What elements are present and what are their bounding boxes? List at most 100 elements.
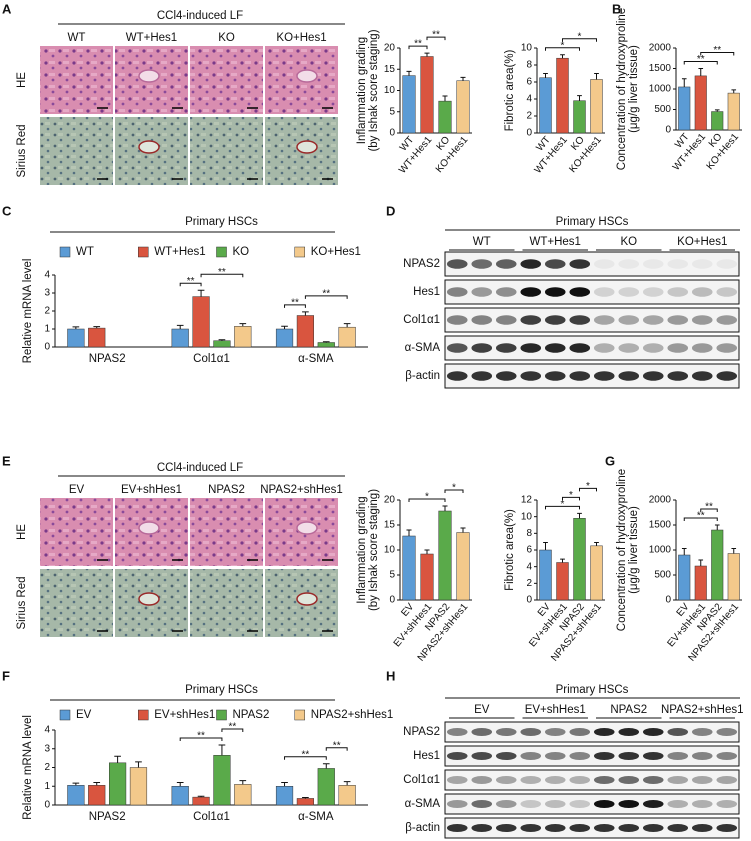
legend-label: EV+shHes1 <box>154 709 215 721</box>
band <box>495 259 517 269</box>
y-tick-label: 0 <box>44 342 50 353</box>
y-axis-label: Relative mRNA level <box>22 715 34 820</box>
band <box>471 315 493 325</box>
vessel <box>138 592 160 606</box>
row-label: β-actin <box>405 370 440 382</box>
band <box>471 728 493 736</box>
row-label: α-SMA <box>405 798 441 810</box>
y-axis-label: Concentration of hydroxyproline <box>616 8 628 170</box>
y-tick-label: 2 <box>44 762 50 773</box>
bar <box>192 296 210 348</box>
micrograph <box>190 498 263 566</box>
row-label: NPAS2 <box>403 726 440 738</box>
error-bar <box>681 78 687 87</box>
error-bar <box>176 782 184 787</box>
bar <box>109 762 127 806</box>
error-bar <box>218 339 226 341</box>
group-label: KO+Hes1 <box>677 236 727 248</box>
legend-label: NPAS2+shHes1 <box>311 709 394 721</box>
band <box>520 800 542 808</box>
band <box>569 824 591 832</box>
panel-letter: A <box>2 1 12 16</box>
significance-bracket <box>221 728 244 732</box>
bar <box>171 328 189 348</box>
y-axis-label: (μg/g liver tissue) <box>628 506 640 594</box>
y-tick-label: 4 <box>526 94 532 105</box>
column-label: NPAS2 <box>208 484 245 496</box>
band <box>716 371 738 381</box>
bar <box>129 767 148 806</box>
band <box>471 371 493 381</box>
band <box>446 371 468 381</box>
band <box>471 776 493 784</box>
significance-label: ** <box>697 54 705 65</box>
column-label: EV+shHes1 <box>121 484 182 496</box>
significance-label: * <box>561 499 565 510</box>
band <box>667 776 689 784</box>
band <box>544 728 566 736</box>
x-tick-label: Col1α1 <box>193 811 230 823</box>
significance-bracket <box>700 508 718 512</box>
vessel <box>296 521 318 535</box>
significance-label: * <box>452 483 456 494</box>
significance-bracket <box>579 487 597 492</box>
blot-frame <box>444 793 740 815</box>
band <box>716 752 738 760</box>
band <box>716 776 738 784</box>
band <box>593 752 615 760</box>
error-bar <box>302 797 309 799</box>
band <box>569 752 591 760</box>
band <box>593 315 615 325</box>
x-tick-label: α-SMA <box>298 353 334 365</box>
bar <box>727 92 740 131</box>
band <box>691 343 713 353</box>
band <box>691 752 713 760</box>
error-bar <box>406 529 412 536</box>
band <box>642 315 664 325</box>
band <box>716 824 738 832</box>
bar <box>420 553 434 601</box>
chart-title: Primary HSCs <box>185 684 258 696</box>
legend-swatch <box>216 709 227 721</box>
error-bar <box>281 325 288 329</box>
blot-frame <box>444 363 740 389</box>
panel-letter: D <box>386 203 395 218</box>
bar <box>694 565 707 601</box>
micrograph <box>40 46 113 114</box>
error-bar <box>93 782 101 786</box>
legend-label: WT+Hes1 <box>154 246 205 258</box>
error-bar <box>442 505 448 511</box>
band <box>667 259 689 269</box>
y-tick-label: 15 <box>384 64 396 75</box>
significance-bracket <box>562 496 580 501</box>
bar <box>402 75 416 134</box>
band <box>716 259 738 269</box>
bar <box>456 80 470 134</box>
error-bar <box>577 512 582 519</box>
significance-bracket <box>426 36 446 41</box>
bar <box>296 315 314 348</box>
error-bar <box>343 781 351 786</box>
error-bar <box>594 73 599 80</box>
y-tick-label: 1000 <box>649 84 672 95</box>
band <box>495 800 517 808</box>
y-tick-label: 20 <box>384 495 396 506</box>
significance-bracket <box>408 498 446 502</box>
panel-letter: G <box>605 453 615 468</box>
y-tick-label: 1 <box>44 781 50 792</box>
band <box>446 776 468 784</box>
band <box>691 800 713 808</box>
band <box>569 800 591 808</box>
bar <box>275 786 294 806</box>
band <box>569 371 591 381</box>
error-bar <box>731 89 737 94</box>
bar <box>192 796 210 806</box>
significance-bracket <box>545 47 580 51</box>
significance-bracket <box>562 38 597 42</box>
row-label: Col1α1 <box>403 314 440 326</box>
vessel <box>138 140 160 154</box>
y-tick-label: 1000 <box>649 545 672 556</box>
bar <box>213 755 231 806</box>
significance-label: ** <box>432 30 440 41</box>
column-label: EV <box>69 484 85 496</box>
